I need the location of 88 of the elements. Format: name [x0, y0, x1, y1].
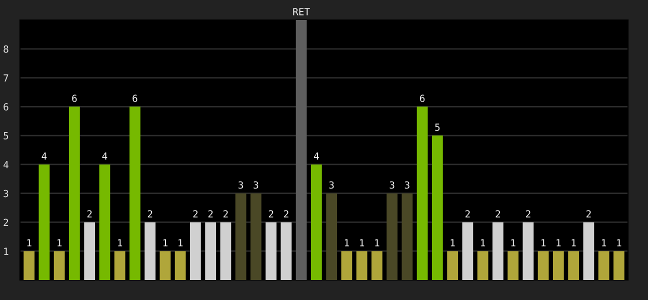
y-tick-label: 8 [4, 45, 8, 53]
bar [416, 106, 428, 280]
bar [583, 222, 594, 280]
bar [552, 251, 564, 280]
data-label: 1 [344, 239, 349, 246]
bar [69, 106, 80, 280]
data-label: 1 [450, 239, 455, 246]
bar [477, 251, 488, 280]
bar [144, 222, 156, 280]
data-label: 6 [72, 94, 77, 102]
bar [114, 251, 126, 280]
data-label: 3 [329, 181, 334, 189]
bar [296, 20, 307, 280]
data-label: 2 [496, 210, 500, 218]
data-label: 1 [542, 239, 546, 246]
y-tick-label: 4 [4, 161, 8, 168]
data-label: 4 [102, 152, 108, 160]
data-label: 2 [284, 210, 288, 218]
data-label: 3 [404, 181, 410, 189]
bar [174, 251, 186, 280]
data-label: 1 [556, 239, 561, 246]
bar [266, 222, 277, 280]
bar [568, 251, 579, 280]
data-label: 2 [193, 210, 198, 218]
y-tick-label: 7 [4, 74, 8, 82]
data-label: 2 [208, 210, 213, 218]
data-label: 5 [435, 124, 440, 131]
bar [341, 251, 352, 280]
data-label: 4 [314, 152, 319, 160]
data-label: 2 [223, 210, 228, 218]
data-label: 2 [148, 210, 152, 218]
bar [371, 251, 382, 280]
bar [235, 193, 246, 280]
bar [250, 193, 262, 280]
y-tick-label: 2 [4, 218, 8, 226]
bar [447, 251, 458, 280]
bar [598, 251, 610, 280]
bar [130, 106, 140, 280]
data-label: 2 [586, 210, 591, 218]
data-label: 1 [163, 239, 168, 246]
y-tick-label: 6 [4, 103, 8, 111]
bar [613, 251, 624, 280]
data-label: 3 [238, 181, 244, 189]
bar [54, 251, 65, 280]
bar [84, 222, 96, 280]
bar [522, 222, 534, 280]
data-label: 1 [572, 239, 576, 246]
bar [190, 222, 201, 280]
data-label: 4 [42, 152, 47, 160]
data-label: 1 [375, 239, 380, 246]
bar [24, 251, 35, 280]
bar [310, 164, 322, 280]
data-label: RET [293, 8, 310, 16]
data-label: 3 [390, 181, 394, 189]
bar [160, 251, 171, 280]
data-label: 6 [420, 94, 425, 102]
data-label: 1 [602, 239, 606, 246]
bar [220, 222, 232, 280]
y-tick-label: 3 [4, 190, 8, 198]
data-label: 1 [511, 239, 516, 246]
data-label: 2 [87, 210, 92, 218]
data-label: 2 [526, 210, 530, 218]
bar [356, 251, 368, 280]
data-label: 6 [132, 94, 138, 102]
bar [462, 222, 474, 280]
bar [432, 136, 443, 280]
bar [386, 193, 398, 280]
bar [508, 251, 518, 280]
bar [492, 222, 504, 280]
bar [205, 222, 216, 280]
data-label: 1 [617, 239, 622, 246]
y-tick-label: 1 [4, 248, 8, 255]
data-label: 1 [178, 239, 183, 246]
bar [538, 251, 549, 280]
data-label: 1 [118, 239, 122, 246]
bar [402, 193, 413, 280]
data-label: 1 [481, 239, 486, 246]
bar [38, 164, 50, 280]
y-tick-label: 5 [4, 132, 8, 140]
data-label: 3 [254, 181, 258, 189]
data-label: 1 [58, 239, 62, 246]
data-label: 2 [465, 210, 470, 218]
bar [280, 222, 292, 280]
data-label: 1 [27, 239, 32, 246]
data-label: 2 [268, 210, 274, 218]
data-label: 1 [360, 239, 364, 246]
bar [99, 164, 110, 280]
bar [326, 193, 338, 280]
